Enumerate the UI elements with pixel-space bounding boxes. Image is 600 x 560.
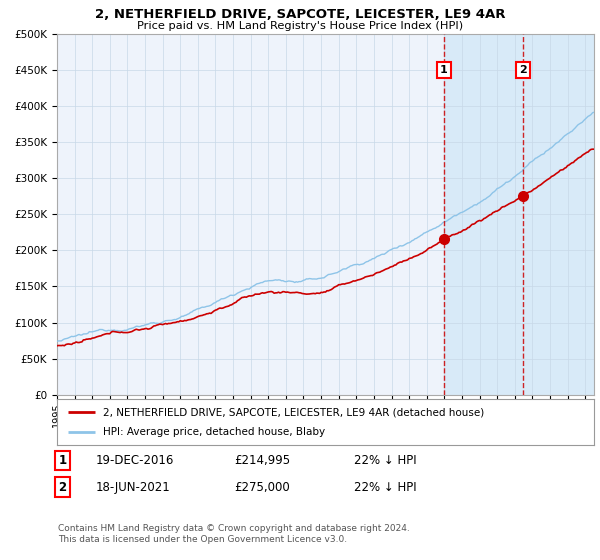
Text: 18-JUN-2021: 18-JUN-2021 bbox=[96, 480, 171, 494]
Text: 1: 1 bbox=[440, 65, 448, 74]
Text: 2: 2 bbox=[58, 480, 67, 494]
Text: 2, NETHERFIELD DRIVE, SAPCOTE, LEICESTER, LE9 4AR: 2, NETHERFIELD DRIVE, SAPCOTE, LEICESTER… bbox=[95, 8, 505, 21]
Text: Price paid vs. HM Land Registry's House Price Index (HPI): Price paid vs. HM Land Registry's House … bbox=[137, 21, 463, 31]
Text: 2: 2 bbox=[519, 65, 527, 74]
Text: 22% ↓ HPI: 22% ↓ HPI bbox=[354, 480, 416, 494]
Text: Contains HM Land Registry data © Crown copyright and database right 2024.
This d: Contains HM Land Registry data © Crown c… bbox=[58, 524, 410, 544]
Text: 19-DEC-2016: 19-DEC-2016 bbox=[96, 454, 175, 467]
Text: 1: 1 bbox=[58, 454, 67, 467]
Text: 2, NETHERFIELD DRIVE, SAPCOTE, LEICESTER, LE9 4AR (detached house): 2, NETHERFIELD DRIVE, SAPCOTE, LEICESTER… bbox=[103, 407, 484, 417]
Text: £214,995: £214,995 bbox=[234, 454, 290, 467]
Text: £275,000: £275,000 bbox=[234, 480, 290, 494]
Text: 22% ↓ HPI: 22% ↓ HPI bbox=[354, 454, 416, 467]
Text: HPI: Average price, detached house, Blaby: HPI: Average price, detached house, Blab… bbox=[103, 427, 325, 437]
Bar bbox=[443, 34, 600, 395]
